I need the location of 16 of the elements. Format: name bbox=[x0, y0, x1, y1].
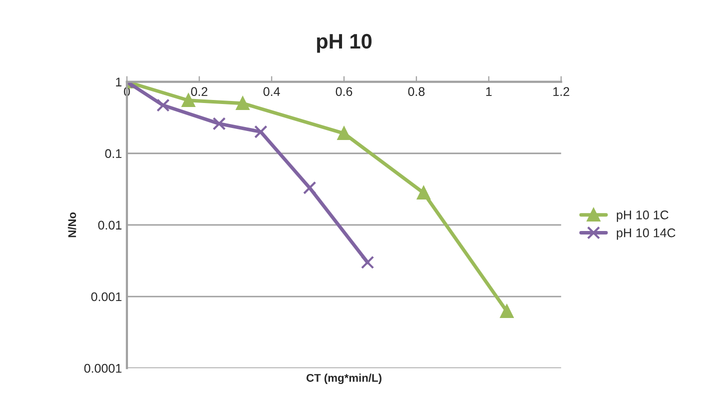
x-tick-label: 1.2 bbox=[553, 87, 570, 96]
x-tick-label: 0.4 bbox=[263, 87, 280, 96]
x-axis-title: CT (mg*min/L) bbox=[306, 374, 382, 384]
x-tick-label: 0.6 bbox=[336, 87, 352, 96]
y-axis-title: N/No bbox=[68, 212, 76, 238]
y-tick-label: 0.0001 bbox=[84, 364, 122, 373]
legend-label: pH 10 14C bbox=[616, 228, 676, 240]
y-tick-label: 0.1 bbox=[105, 149, 122, 158]
x-tick-label: 0.2 bbox=[191, 87, 208, 96]
y-tick-label: 1 bbox=[116, 78, 122, 86]
y-tick-label: 0.001 bbox=[91, 292, 122, 302]
x-tick-label: 1 bbox=[486, 87, 492, 96]
chart-title: pH 10 bbox=[317, 34, 372, 53]
legend-label: pH 10 1C bbox=[616, 210, 668, 222]
y-tick-label: 0.01 bbox=[98, 220, 122, 230]
x-tick-label: 0.8 bbox=[408, 87, 425, 96]
